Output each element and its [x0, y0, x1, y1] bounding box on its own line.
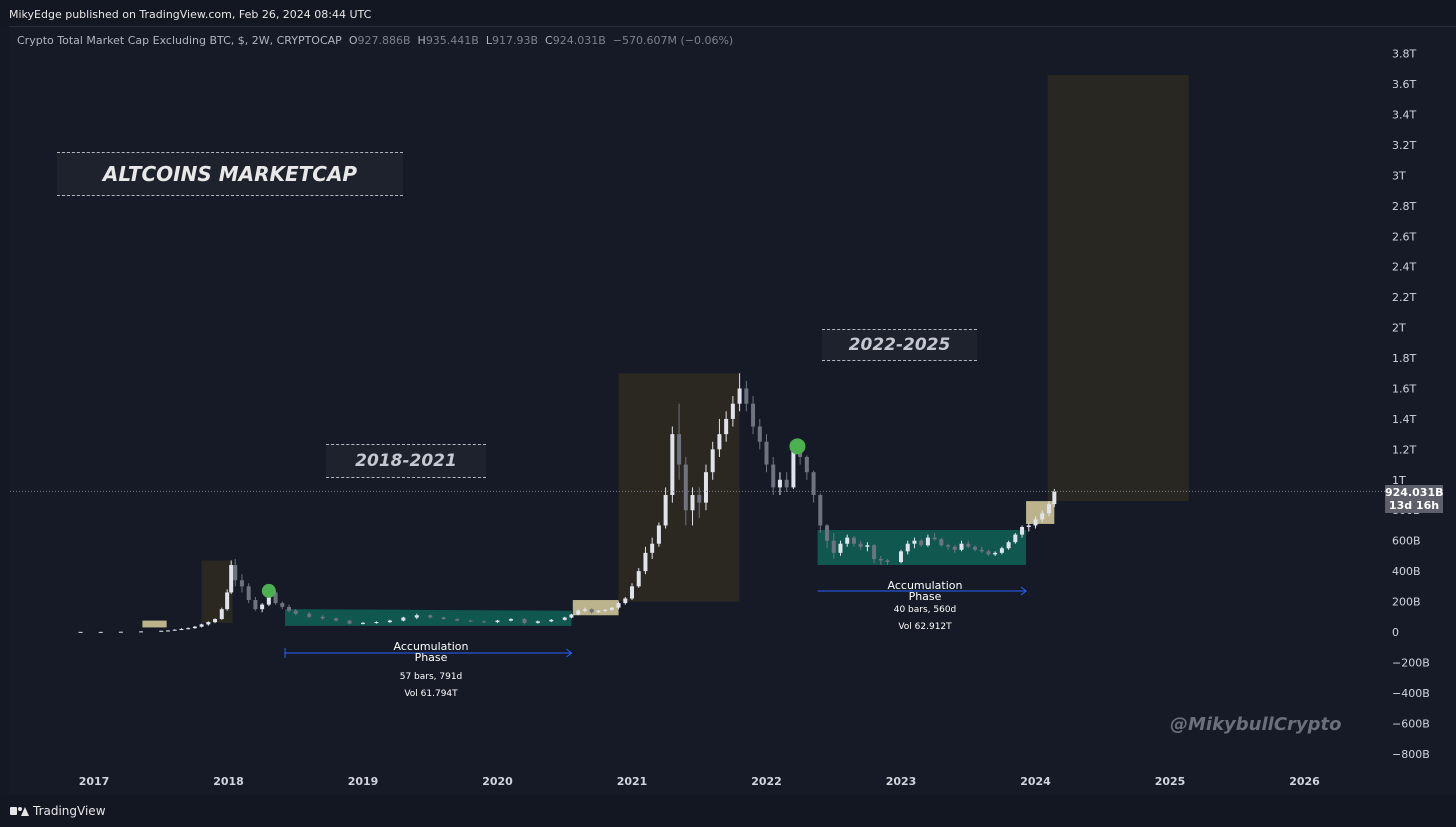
accumulation-1-title: Accumulation Phase	[381, 641, 481, 663]
accumulation-2-volume: Vol 62.912T	[898, 622, 952, 632]
tradingview-brand-text: TradingView	[33, 804, 106, 818]
accumulation-1-bars: 57 bars, 791d	[399, 672, 463, 682]
accumulation-1-line2: Phase	[414, 651, 448, 664]
low-value: 917.93B	[492, 34, 539, 47]
tradingview-logo-icon	[10, 805, 29, 817]
title-label: ALTCOINS MARKETCAP	[57, 152, 403, 196]
symbol-name: Crypto Total Market Cap Excluding BTC, $…	[17, 34, 342, 47]
symbol-legend: Crypto Total Market Cap Excluding BTC, $…	[17, 34, 733, 47]
close-value: 924.031B	[552, 34, 606, 47]
accumulation-2-line1: Accumulation	[887, 579, 963, 592]
accumulation-1-line1: Accumulation	[393, 640, 469, 653]
tradingview-brand[interactable]: TradingView	[10, 804, 106, 818]
high-value: 935.441B	[425, 34, 479, 47]
footer-bar	[0, 795, 1456, 827]
cycle-2022-2025-label: 2022-2025	[822, 329, 977, 361]
accumulation-2-title: Accumulation Phase	[875, 580, 975, 602]
bar-countdown: 13d 16h	[1388, 499, 1440, 512]
low-label: L	[485, 34, 492, 47]
change-value: −570.607M (−0.06%)	[612, 34, 734, 47]
chart-pane[interactable]	[9, 26, 1456, 795]
cycle-2018-2021-label: 2018-2021	[326, 444, 486, 478]
publish-bar	[0, 0, 1456, 26]
open-value: 927.886B	[357, 34, 411, 47]
accumulation-1-volume: Vol 61.794T	[404, 689, 458, 699]
open-label: O	[348, 34, 358, 47]
high-label: H	[417, 34, 426, 47]
last-price-tag: 924.031B 13d 16h	[1385, 485, 1444, 513]
accumulation-2-bars: 40 bars, 560d	[893, 605, 957, 615]
last-price-value: 924.031B	[1385, 486, 1444, 499]
published-note: MikyEdge published on TradingView.com, F…	[9, 8, 372, 21]
author-watermark: @MikybullCrypto	[1170, 714, 1342, 735]
accumulation-2-line2: Phase	[908, 590, 942, 603]
close-label: C	[545, 34, 553, 47]
